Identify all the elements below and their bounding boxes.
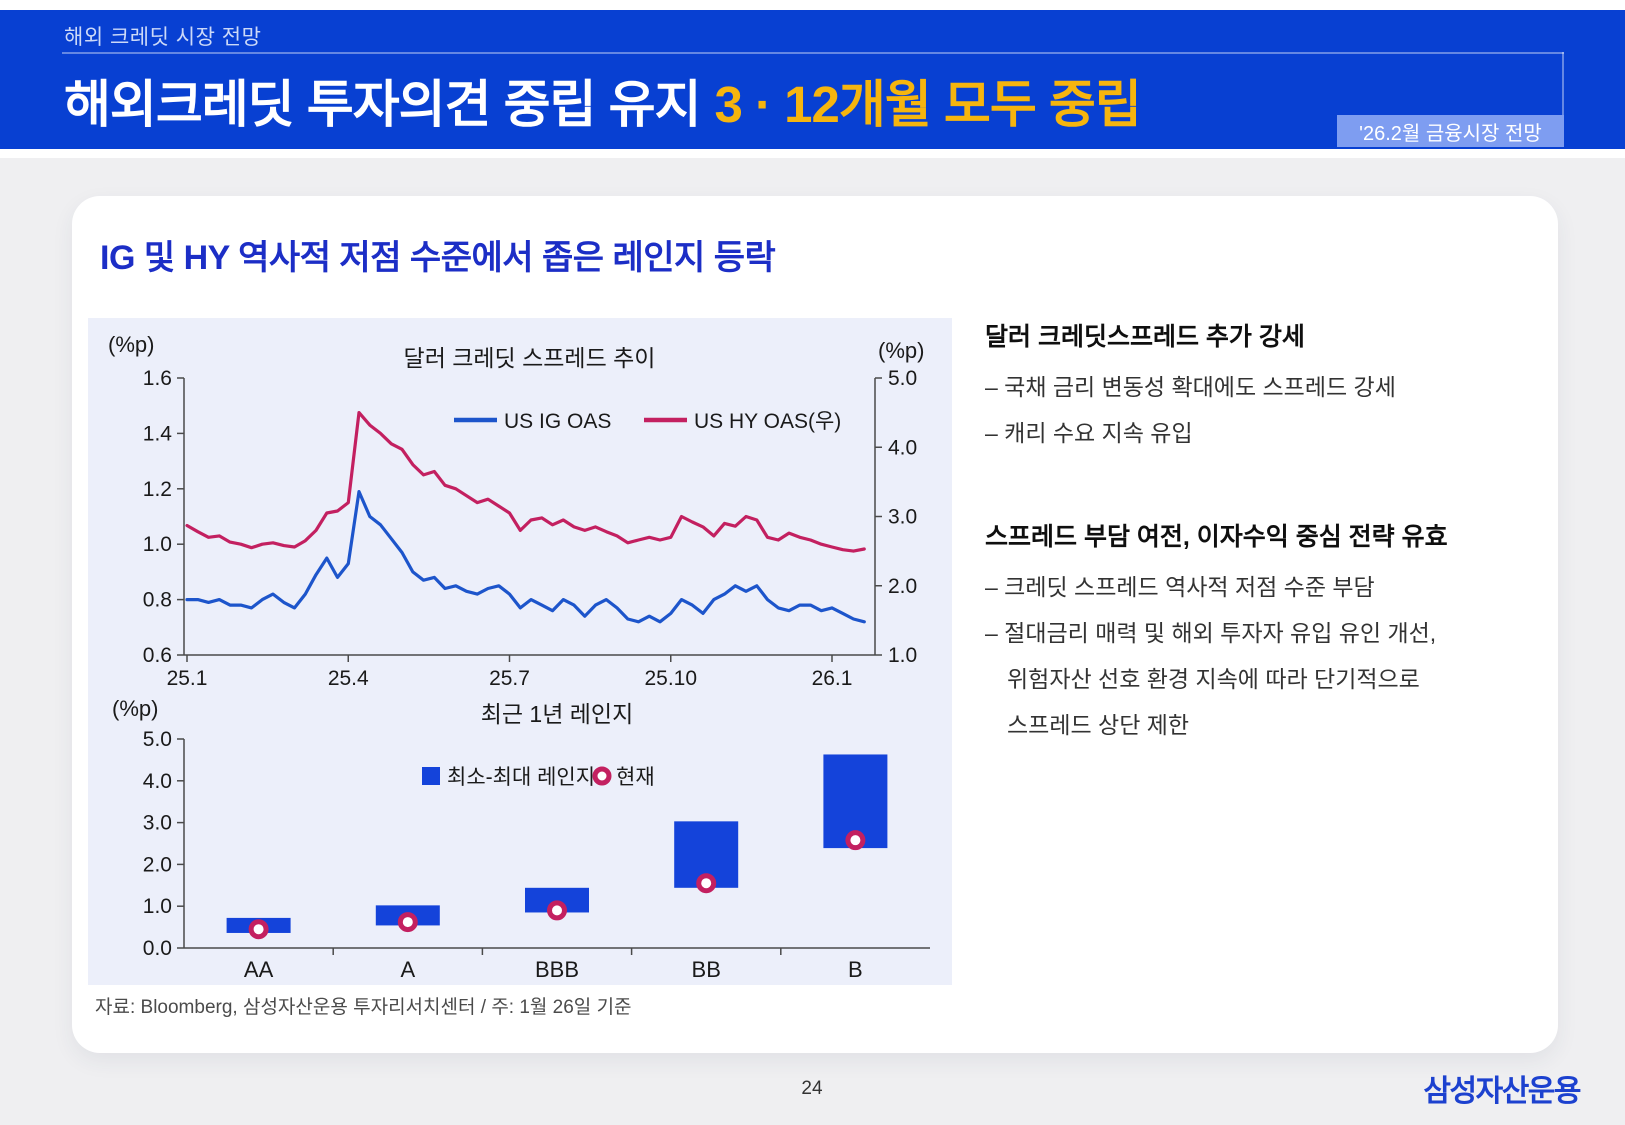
header-eyebrow: 해외 크레딧 시장 전망 <box>64 26 262 49</box>
header-band: 해외 크레딧 시장 전망 해외크레딧 투자의견 중립 유지 3 · 12개월 모두… <box>0 10 1625 149</box>
commentary-section: 달러 크레딧스프레드 추가 강세 – 국채 금리 변동성 확대에도 스프레드 강세… <box>985 320 1545 456</box>
header-divider-line <box>62 52 1564 54</box>
page-title-main: 해외크레딧 투자의견 중립 유지 <box>64 76 701 133</box>
legend-range-swatch <box>422 767 440 785</box>
page-title: 해외크레딧 투자의견 중립 유지 3 · 12개월 모두 중립 <box>64 63 1142 137</box>
legend-ig-label: US IG OAS <box>504 410 611 433</box>
commentary-bullet: – 크레딧 스프레드 역사적 저점 수준 부담 <box>985 574 1375 600</box>
commentary-heading: 스프레드 부담 여전, 이자수익 중심 전략 유효 <box>985 523 1448 551</box>
axis-unit: (%p) <box>112 696 158 721</box>
commentary-heading: 달러 크레딧스프레드 추가 강세 <box>985 323 1305 351</box>
right-axis-unit: (%p) <box>878 338 924 363</box>
left-tick-label: 1.6 <box>143 367 172 390</box>
right-tick-label: 4.0 <box>888 436 917 459</box>
right-tick-label: 5.0 <box>888 367 917 390</box>
right-tick-label: 1.0 <box>888 644 917 667</box>
category-label: A <box>400 957 415 982</box>
current-marker-BB <box>696 873 717 894</box>
legend-range-label: 최소-최대 레인지 <box>447 766 595 789</box>
x-tick-label: 25.1 <box>167 667 208 690</box>
y-tick-label: 0.0 <box>143 937 172 960</box>
source-note: 자료: Bloomberg, 삼성자산운용 투자리서치센터 / 주: 1월 26… <box>95 997 632 1018</box>
legend-current-marker <box>592 766 612 786</box>
company-logo: 삼성자산운용 <box>1423 1075 1581 1108</box>
left-axis-unit: (%p) <box>108 332 154 357</box>
page-title-accent: 3 · 12개월 모두 중립 <box>714 76 1141 133</box>
current-marker-BBB <box>547 900 567 921</box>
legend-current-label: 현재 <box>616 766 655 789</box>
series-hy-line <box>185 411 866 553</box>
x-tick-label: 25.7 <box>489 667 530 690</box>
content-card: IG 및 HY 역사적 저점 수준에서 좁은 레인지 등락 (%p) (%p) 달러… <box>72 196 1558 1053</box>
left-tick-label: 0.6 <box>143 644 172 667</box>
left-tick-label: 1.2 <box>143 478 172 501</box>
y-tick-label: 5.0 <box>143 728 172 751</box>
forecast-badge: '26.2월 금융시장 전망 <box>1337 115 1564 147</box>
x-tick-label: 26.1 <box>812 667 853 690</box>
series-ig-line <box>185 490 866 624</box>
credit-spread-line-chart: (%p) (%p) 달러 크레딧 스프레드 추이 1.6 1.4 1.2 1.0 0.8 0.6… <box>108 332 924 690</box>
commentary-bullet: – 국채 금리 변동성 확대에도 스프레드 강세 <box>985 374 1396 400</box>
header-divider-vertical <box>1562 52 1564 117</box>
current-marker-B <box>845 830 866 851</box>
legend-hy-label: US HY OAS(우) <box>694 410 841 433</box>
right-tick-label: 3.0 <box>888 506 917 529</box>
category-label: BB <box>692 957 721 982</box>
category-label: AA <box>244 957 274 982</box>
commentary-bullet: – 캐리 수요 지속 유입 <box>985 420 1193 446</box>
chart-panel: (%p) (%p) 달러 크레딧 스프레드 추이 1.6 1.4 1.2 1.0 0.8 0.6… <box>88 318 952 985</box>
category-label: BBB <box>535 957 579 982</box>
commentary-bullet: – 절대금리 매력 및 해외 투자자 유입 유인 개선, <box>985 620 1437 646</box>
y-tick-label: 1.0 <box>143 895 172 918</box>
left-tick-label: 0.8 <box>143 589 172 612</box>
current-marker-AA <box>248 919 269 940</box>
commentary-bullet: 위험자산 선호 환경 지속에 따라 단기적으로 <box>1007 666 1420 692</box>
commentary-section: 스프레드 부담 여전, 이자수익 중심 전략 유효 – 크레딧 스프레드 역사적 … <box>985 520 1545 748</box>
left-tick-label: 1.0 <box>143 533 172 556</box>
category-label: B <box>848 957 863 982</box>
x-tick-label: 25.10 <box>644 667 697 690</box>
chart-title: 최근 1년 레인지 <box>481 701 634 727</box>
x-tick-label: 25.4 <box>328 667 369 690</box>
y-tick-label: 2.0 <box>143 853 172 876</box>
current-marker-A <box>397 912 418 933</box>
commentary-bullet: 스프레드 상단 제한 <box>1007 712 1190 738</box>
y-tick-label: 3.0 <box>143 812 172 835</box>
commentary-block: 달러 크레딧스프레드 추가 강세 – 국채 금리 변동성 확대에도 스프레드 강세… <box>985 320 1545 748</box>
right-tick-label: 2.0 <box>888 575 917 598</box>
card-title: IG 및 HY 역사적 저점 수준에서 좁은 레인지 등락 <box>100 239 776 277</box>
left-tick-label: 1.4 <box>143 422 173 445</box>
y-tick-label: 4.0 <box>143 770 172 793</box>
page-number: 24 <box>801 1078 823 1099</box>
chart-title: 달러 크레딧 스프레드 추이 <box>404 345 656 371</box>
